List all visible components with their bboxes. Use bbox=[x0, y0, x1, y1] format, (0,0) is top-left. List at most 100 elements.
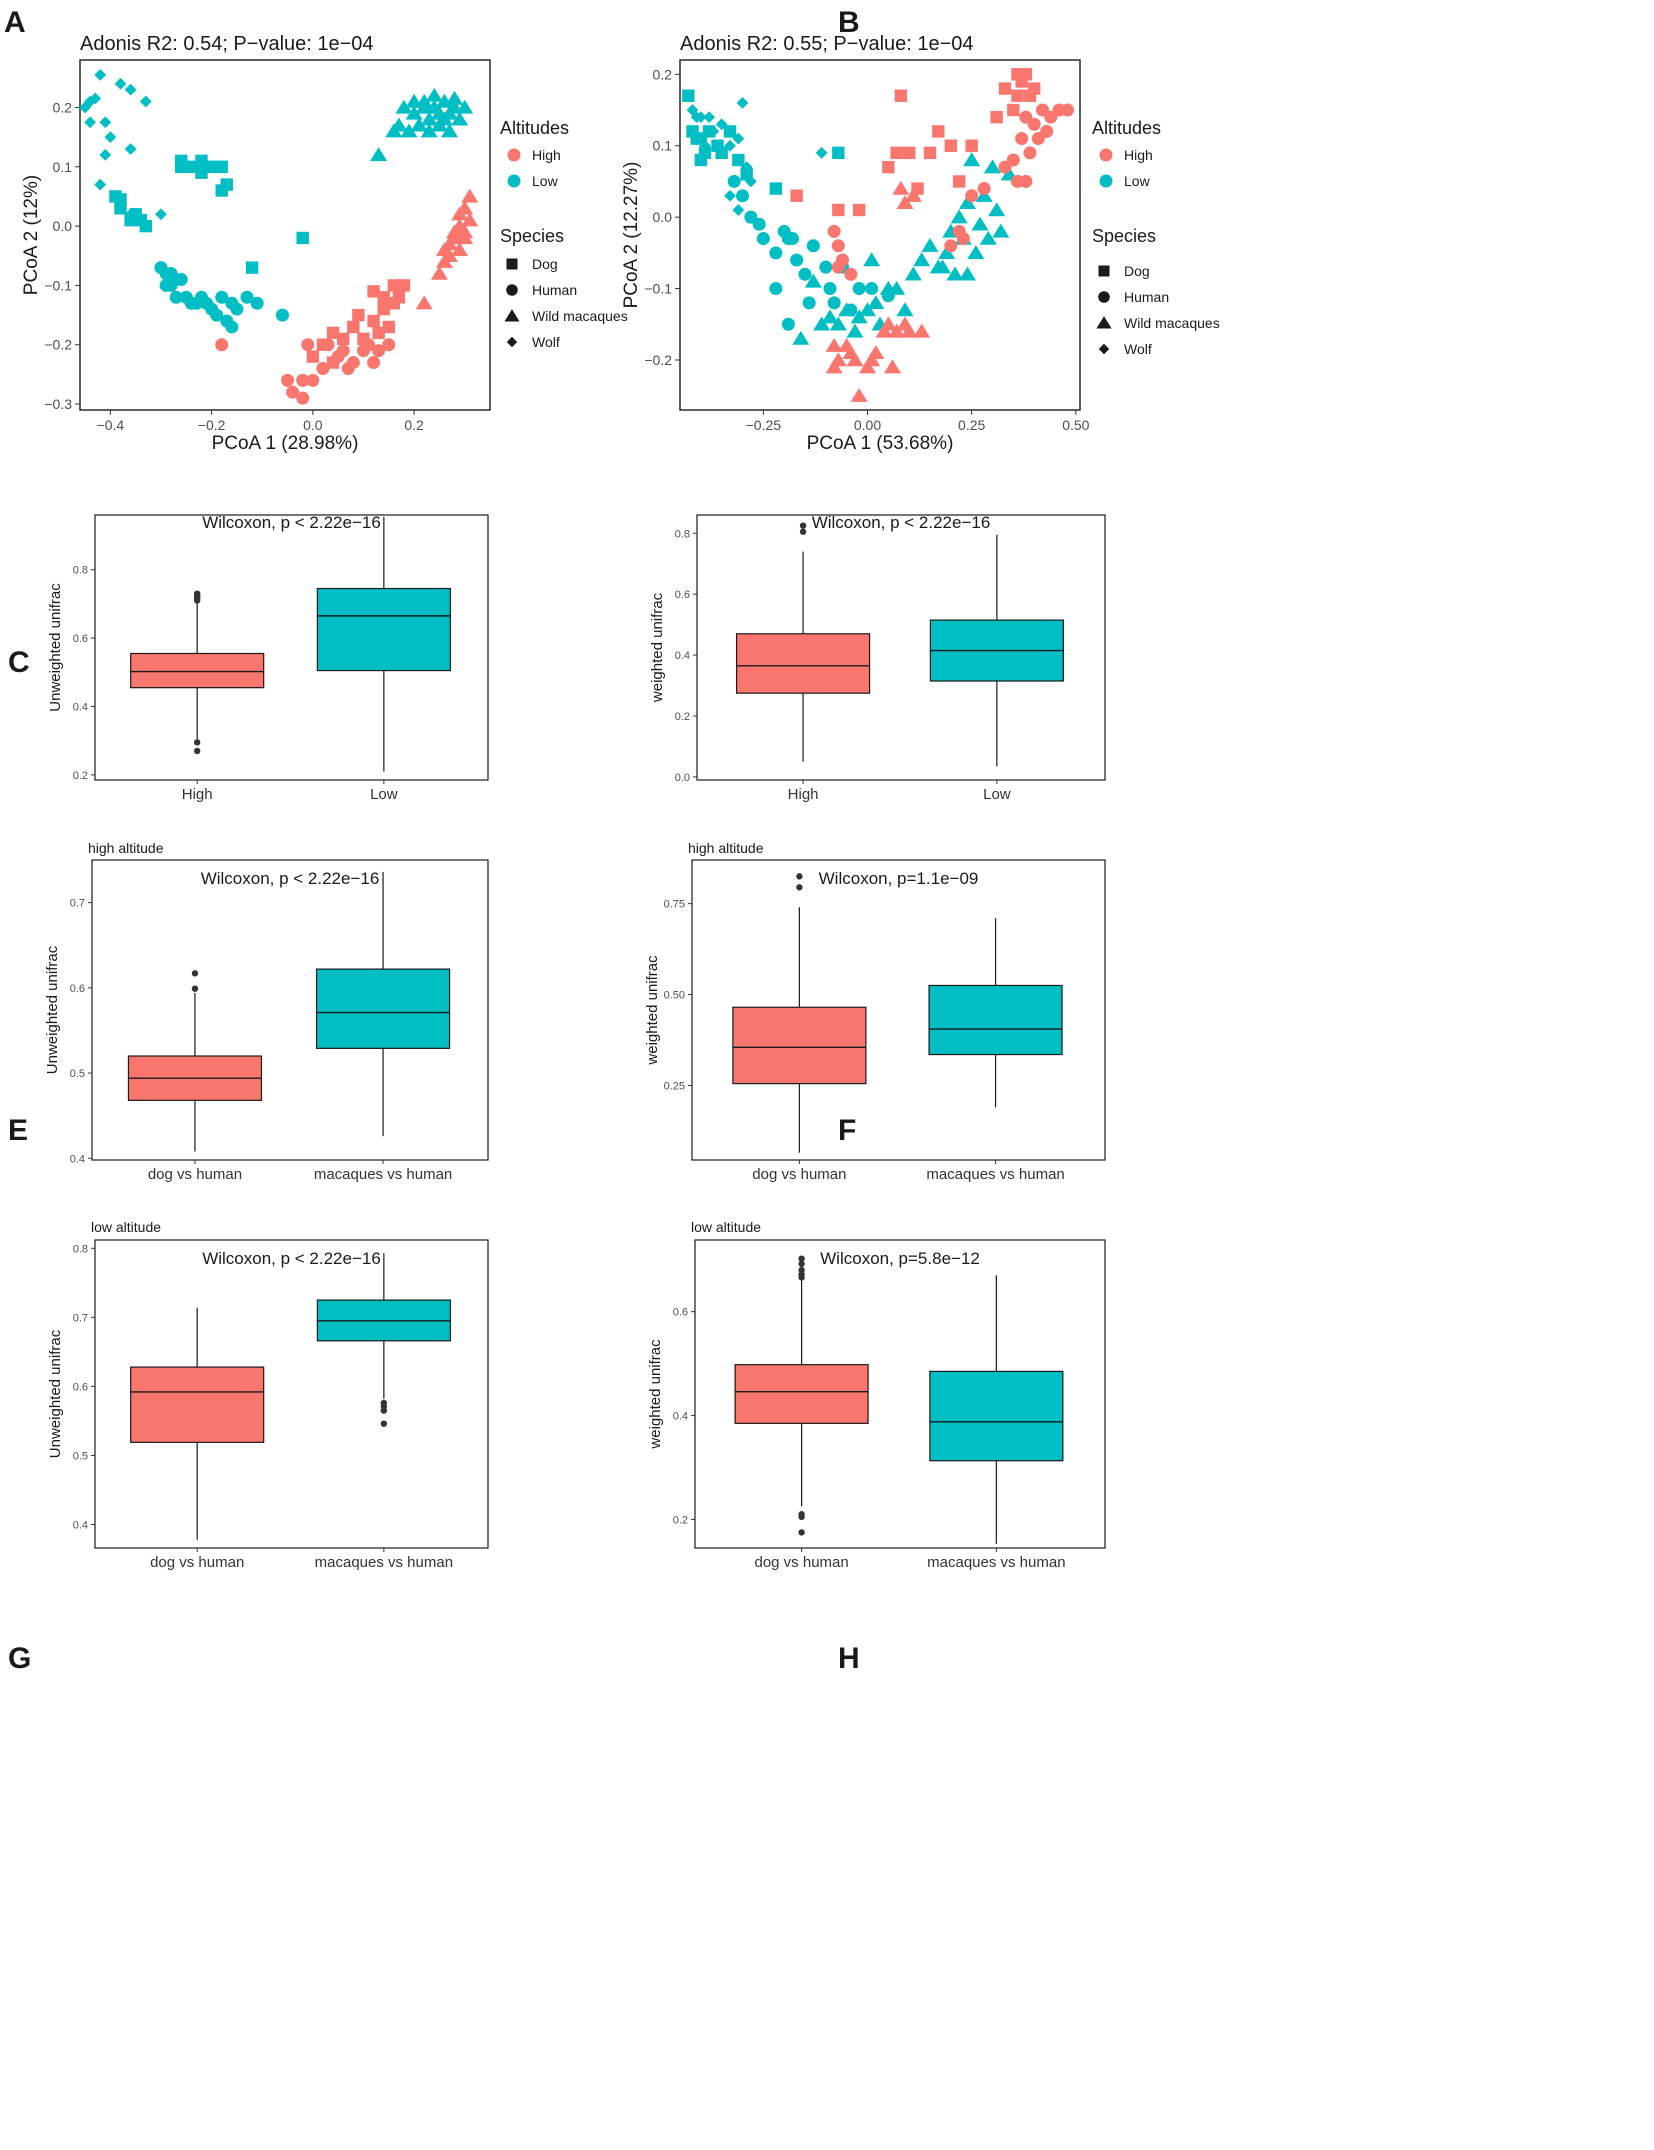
y-tick-label: 0.2 bbox=[673, 1514, 688, 1526]
y-axis-label: weighted unifrac bbox=[647, 1339, 664, 1450]
data-point-high bbox=[367, 356, 381, 370]
data-point-high bbox=[1011, 68, 1024, 81]
box-low bbox=[315, 968, 451, 1049]
y-axis-label: weighted unifrac bbox=[644, 955, 661, 1066]
stat-label: Wilcoxon, p < 2.22e−16 bbox=[812, 513, 991, 532]
data-point-high bbox=[944, 239, 958, 253]
panel-label-g: G bbox=[8, 1642, 32, 1675]
data-point-low bbox=[715, 146, 728, 160]
data-point-high bbox=[923, 146, 937, 160]
data-point-high bbox=[863, 352, 881, 367]
data-point-high bbox=[852, 203, 866, 217]
data-point-low bbox=[804, 273, 822, 288]
data-point-low bbox=[89, 92, 102, 105]
y-tick-label: 0.6 bbox=[73, 1381, 88, 1393]
legend-species-swatch bbox=[506, 258, 518, 270]
data-point-high bbox=[377, 302, 390, 316]
data-point-low bbox=[798, 267, 812, 281]
data-point-low bbox=[159, 267, 173, 281]
data-point-low bbox=[963, 152, 981, 167]
data-point-low bbox=[435, 111, 453, 126]
data-point-low bbox=[446, 90, 464, 105]
data-point-high bbox=[832, 203, 845, 217]
panel-h: H low altitude Wilcoxon, p=5.8e−12 0.2 0.4 0… bbox=[647, 1219, 1654, 2150]
panel-c: C Wilcoxon, p < 2.22e−16 0.2 0.4 0.6 0.8 Unwe… bbox=[0, 513, 820, 1120]
chart-title: Adonis R2: 0.55; P−value: 1e−04 bbox=[680, 33, 974, 55]
panel-f: F high altitude Wilcoxon, p=1.1e−09 0.25 0.… bbox=[644, 840, 1654, 1640]
outlier-point bbox=[380, 1407, 388, 1414]
data-point-low bbox=[205, 160, 218, 173]
data-point-high bbox=[461, 212, 479, 227]
data-point-low bbox=[979, 230, 997, 245]
x-tick-label: dog vs human bbox=[754, 1554, 848, 1571]
y-tick-label: −0.2 bbox=[644, 352, 672, 368]
data-point-low bbox=[275, 308, 289, 322]
data-point-low bbox=[84, 95, 97, 108]
data-point-low bbox=[792, 330, 810, 345]
data-point-high bbox=[337, 332, 350, 346]
data-point-high bbox=[952, 224, 966, 238]
outlier-point bbox=[193, 747, 201, 755]
y-tick-label: 0.2 bbox=[653, 66, 673, 82]
data-point-high bbox=[326, 356, 340, 369]
data-point-high bbox=[831, 239, 845, 253]
data-point-low bbox=[84, 116, 97, 129]
outlier-point bbox=[191, 985, 199, 992]
data-point-low bbox=[94, 68, 107, 81]
data-point-low bbox=[813, 316, 831, 331]
x-axis-label: PCoA 1 (53.68%) bbox=[807, 433, 954, 454]
box-high bbox=[734, 1364, 869, 1424]
data-point-low bbox=[815, 146, 828, 159]
data-point-high bbox=[296, 373, 310, 387]
boxplot-chart-e: high altitude Wilcoxon, p < 2.22e−16 0.4 0.… bbox=[44, 840, 489, 1183]
legend-altitude-swatch bbox=[1099, 174, 1113, 188]
data-point-low bbox=[114, 202, 127, 215]
plot-frame bbox=[79, 59, 491, 411]
data-point-high bbox=[367, 314, 380, 328]
data-point-high bbox=[965, 189, 979, 203]
data-point-low bbox=[938, 245, 956, 260]
data-point-low bbox=[723, 125, 737, 138]
stat-label: Wilcoxon, p < 2.22e−16 bbox=[202, 1249, 381, 1268]
y-tick-label: −0.3 bbox=[44, 396, 72, 412]
data-point-low bbox=[410, 117, 428, 132]
legend-species-label: Dog bbox=[1124, 263, 1150, 279]
data-point-low bbox=[215, 160, 228, 173]
data-point-low bbox=[139, 95, 152, 108]
panel-g: G low altitude Wilcoxon, p < 2.22e−16 0.4 0… bbox=[0, 1219, 820, 2150]
y-tick-label: 0.8 bbox=[73, 1243, 88, 1255]
data-point-low bbox=[823, 282, 837, 296]
box-high bbox=[732, 1006, 867, 1085]
data-point-low bbox=[852, 282, 866, 296]
boxplot-chart-c: Wilcoxon, p < 2.22e−16 0.2 0.4 0.6 0.8 Unweig… bbox=[47, 513, 489, 803]
data-point-high bbox=[1040, 124, 1054, 138]
data-point-low bbox=[240, 290, 254, 304]
plot-frame bbox=[91, 859, 489, 1161]
panel-label-b: B bbox=[838, 6, 860, 39]
data-point-low bbox=[858, 302, 877, 317]
data-point-high bbox=[286, 385, 300, 399]
x-tick-label: macaques vs human bbox=[927, 1554, 1065, 1571]
data-point-low bbox=[698, 146, 712, 160]
data-point-high bbox=[913, 323, 931, 338]
data-point-low bbox=[802, 296, 816, 310]
data-point-low bbox=[230, 302, 244, 316]
data-point-low bbox=[724, 189, 736, 202]
data-point-high bbox=[944, 139, 958, 152]
y-axis-label: PCoA 2 (12.27%) bbox=[621, 162, 642, 309]
data-point-low bbox=[933, 259, 952, 274]
data-point-low bbox=[215, 184, 228, 197]
y-tick-label: 0.6 bbox=[673, 1307, 688, 1319]
data-point-high bbox=[451, 242, 469, 257]
data-point-low bbox=[752, 217, 766, 231]
data-point-high bbox=[1007, 103, 1020, 117]
data-point-high bbox=[397, 279, 411, 292]
box-high bbox=[735, 633, 871, 694]
boxplot-chart-d: Wilcoxon, p < 2.22e−16 0.0 0.2 0.4 0.6 0.8 wei… bbox=[649, 513, 1106, 803]
box-low bbox=[928, 984, 1063, 1056]
data-point-low bbox=[169, 290, 183, 304]
data-point-high bbox=[430, 265, 448, 280]
y-tick-label: 0.8 bbox=[73, 565, 88, 577]
panel-d: D Wilcoxon, p < 2.22e−160.00.20.40.60.8w… bbox=[649, 513, 1654, 1120]
data-point-high bbox=[316, 361, 330, 375]
